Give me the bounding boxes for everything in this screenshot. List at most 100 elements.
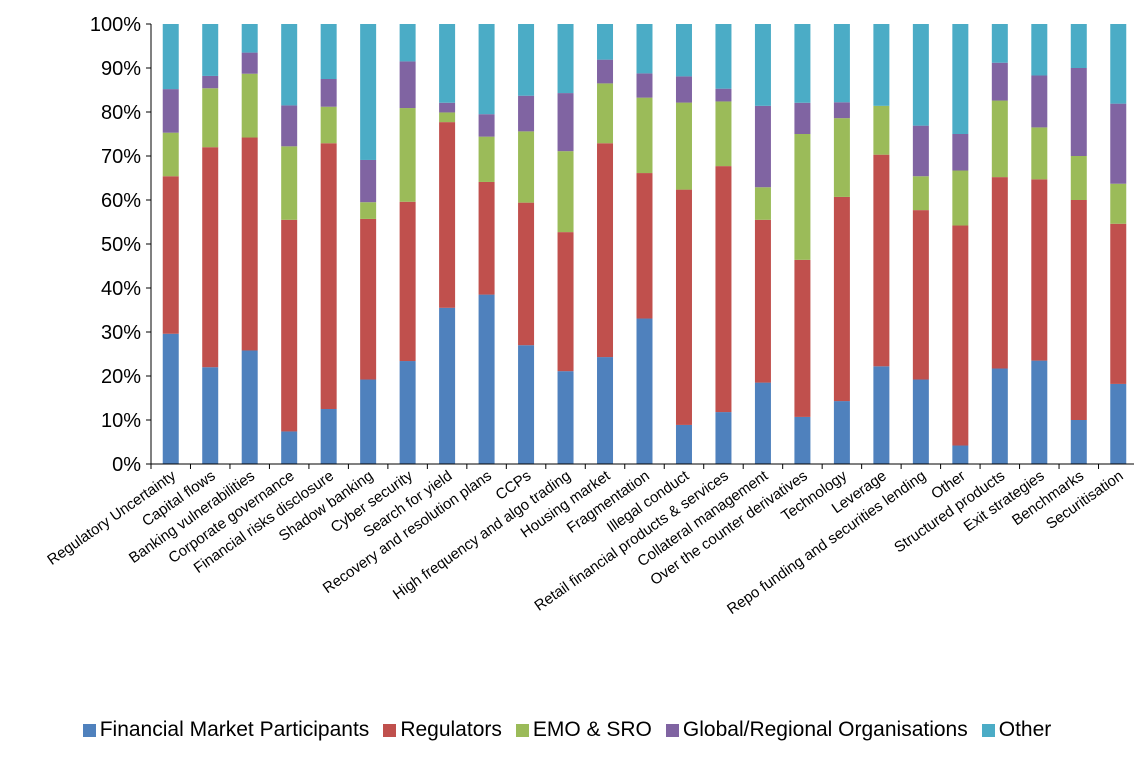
bar-segment-2-1 (202, 88, 219, 148)
bar-segment-0-11 (597, 357, 614, 464)
bar-segment-4-11 (597, 24, 614, 60)
bar-segment-2-22 (1031, 127, 1048, 180)
bar-segment-1-13 (675, 189, 692, 425)
y-tick-label: 90% (101, 58, 141, 80)
bar-segment-2-19 (912, 176, 929, 211)
bar-segment-0-5 (360, 379, 377, 464)
y-tick-label: 70% (101, 146, 141, 168)
bar-segment-2-10 (557, 151, 574, 233)
legend-swatch (665, 723, 679, 737)
legend-item-1: Regulators (383, 718, 502, 742)
bar-segment-3-22 (1031, 75, 1048, 128)
legend-label: EMO & SRO (532, 718, 652, 741)
bar-segment-4-23 (1070, 24, 1087, 68)
bar-segment-2-0 (162, 132, 179, 177)
bar-segment-0-9 (518, 345, 535, 464)
bar-segment-2-7 (439, 112, 456, 123)
bar-segment-4-1 (202, 24, 219, 76)
bar-segment-3-12 (636, 73, 653, 98)
y-tick-label: 50% (101, 234, 141, 256)
bar-segment-0-4 (320, 409, 337, 464)
bar-segment-1-24 (1110, 223, 1127, 384)
bar-segment-4-22 (1031, 24, 1048, 76)
bar-segment-3-1 (202, 75, 219, 89)
bar-segment-0-2 (241, 350, 258, 464)
bar-segment-0-13 (675, 424, 692, 464)
y-tick-label: 60% (101, 190, 141, 212)
bar-segment-2-18 (873, 105, 890, 155)
bar-segment-1-21 (991, 177, 1008, 369)
bar-segment-0-6 (399, 361, 416, 464)
bar-segment-1-14 (715, 166, 732, 413)
bar-segment-4-12 (636, 24, 653, 74)
bar-segment-1-19 (912, 210, 929, 380)
bar-segment-4-2 (241, 24, 258, 53)
bar-segment-3-8 (478, 114, 495, 137)
bar-segment-3-19 (912, 125, 929, 177)
bar-segment-1-18 (873, 154, 890, 367)
legend-swatch (383, 723, 397, 737)
bar-segment-2-8 (478, 136, 495, 182)
bar-segment-3-5 (360, 159, 377, 203)
legend-label: Regulators (400, 718, 502, 741)
bar-segment-1-4 (320, 143, 337, 410)
bar-segment-0-23 (1070, 420, 1087, 464)
bar-segment-3-10 (557, 93, 574, 152)
bar-segment-2-5 (360, 202, 377, 219)
bar-segment-1-15 (754, 219, 771, 383)
y-tick-label: 40% (101, 278, 141, 300)
legend-swatch (981, 723, 995, 737)
bar-segment-0-3 (281, 431, 298, 464)
bar-segment-4-17 (833, 24, 850, 103)
bar-segment-3-24 (1110, 103, 1127, 184)
legend-item-0: Financial Market Participants (82, 718, 370, 742)
bar-segment-2-14 (715, 101, 732, 167)
bar-segment-3-21 (991, 62, 1008, 101)
bar-segment-4-19 (912, 24, 929, 126)
bar-segment-0-7 (439, 307, 456, 464)
bar-segment-0-21 (991, 368, 1008, 464)
bar-segment-1-3 (281, 219, 298, 432)
bar-segment-0-24 (1110, 383, 1127, 464)
bar-segment-4-0 (162, 24, 179, 90)
legend-label: Financial Market Participants (99, 718, 370, 741)
bar-segment-4-8 (478, 24, 495, 115)
bar-segment-2-3 (281, 146, 298, 220)
y-tick-label: 30% (101, 322, 141, 344)
bar-segment-1-0 (162, 176, 179, 334)
bar-segment-1-8 (478, 181, 495, 295)
bar-segment-2-11 (597, 83, 614, 144)
bar-segment-1-5 (360, 218, 377, 380)
bar-segment-2-12 (636, 97, 653, 174)
y-tick-label: 0% (112, 454, 141, 476)
legend-swatch (82, 723, 96, 737)
bar-segment-0-12 (636, 318, 653, 464)
bar-segment-1-16 (794, 259, 811, 417)
legend-swatch (515, 723, 529, 737)
bar-segment-3-14 (715, 88, 732, 102)
bar-segment-0-16 (794, 416, 811, 464)
bar-segment-4-13 (675, 24, 692, 77)
bar-segment-4-4 (320, 24, 337, 79)
bar-segment-1-10 (557, 232, 574, 372)
bar-segment-1-11 (597, 143, 614, 358)
bar-segment-0-22 (1031, 360, 1048, 464)
bar-segment-3-2 (241, 52, 258, 74)
bar-segment-3-9 (518, 95, 535, 132)
bar-segment-3-23 (1070, 68, 1087, 156)
legend-item-4: Other (981, 718, 1052, 742)
bar-segment-4-5 (360, 24, 377, 160)
legend-label: Other (998, 718, 1052, 741)
bar-segment-2-2 (241, 73, 258, 138)
bar-segment-1-9 (518, 202, 535, 346)
bar-segment-3-4 (320, 79, 337, 107)
y-tick-label: 100% (90, 14, 141, 36)
bar-segment-0-10 (557, 371, 574, 464)
bar-segment-4-9 (518, 24, 535, 96)
bar-segment-2-6 (399, 108, 416, 202)
bar-segment-0-1 (202, 367, 219, 464)
axes-layer (146, 23, 1134, 469)
bar-segment-2-15 (754, 187, 771, 220)
